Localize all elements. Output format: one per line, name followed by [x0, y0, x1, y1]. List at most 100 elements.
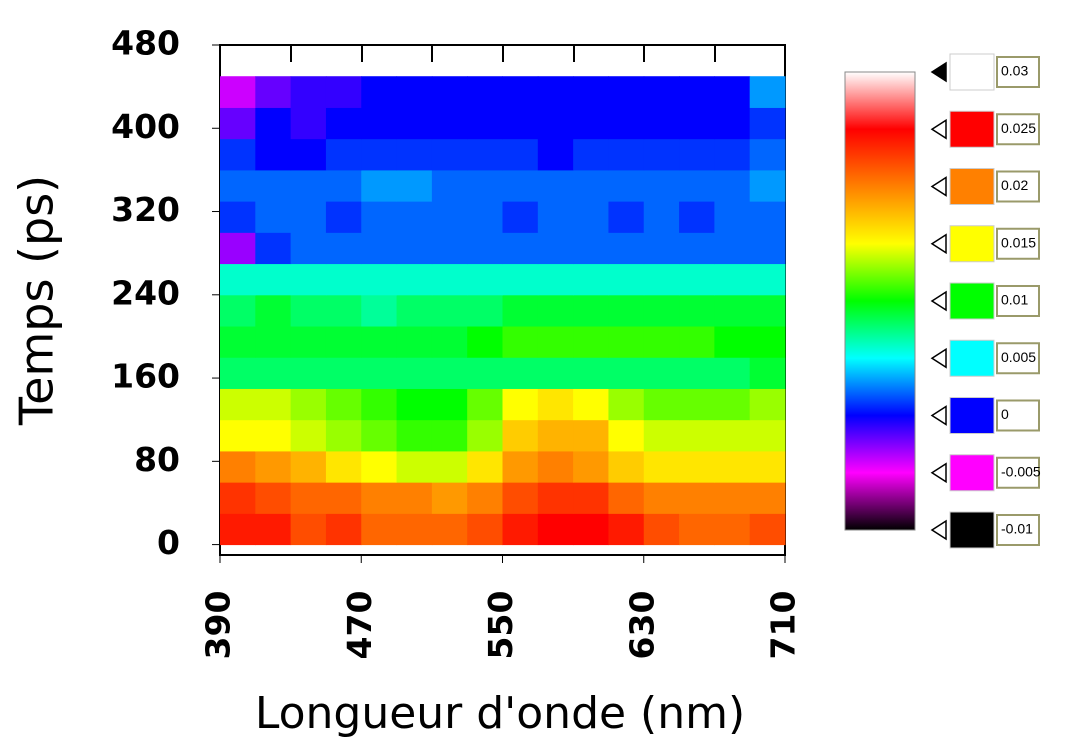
heatmap-cell [255, 138, 292, 171]
x-axis-label: Longueur d'onde (nm) [255, 688, 745, 739]
heatmap-cell [361, 326, 398, 358]
heatmap-cell [749, 450, 786, 483]
heatmap-cell [714, 169, 751, 202]
heatmap-cell [361, 294, 398, 327]
heatmap-cell [502, 201, 539, 233]
heatmap-cell [325, 450, 362, 483]
heatmap-cell [220, 450, 256, 483]
heatmap-cell [714, 263, 751, 296]
heatmap-cell [255, 107, 292, 140]
heatmap [220, 76, 786, 546]
heatmap-cell [431, 107, 468, 140]
heatmap-cell [431, 419, 468, 452]
heatmap-cell [255, 169, 292, 202]
level-box [996, 399, 1040, 432]
heatmap-cell [679, 201, 715, 233]
x-tick-label: 630 [622, 591, 661, 660]
heatmap-cell [220, 76, 256, 108]
level-arrow [930, 233, 947, 255]
heatmap-cell [643, 201, 680, 233]
heatmap-cell [537, 138, 574, 171]
heatmap-cell [573, 107, 609, 140]
heatmap-cell [325, 138, 362, 171]
level-box [996, 514, 1040, 546]
colorbar [844, 71, 916, 531]
level-arrow [930, 290, 947, 312]
heatmap-cell [396, 294, 433, 327]
heatmap-cell [502, 419, 539, 452]
heatmap-cell [290, 450, 327, 483]
heatmap-cell [361, 388, 398, 421]
heatmap-cell [467, 107, 503, 140]
heatmap-cell [220, 201, 256, 233]
heatmap-cell [679, 169, 715, 202]
heatmap-cell [361, 107, 398, 140]
heatmap-cell [220, 169, 256, 202]
heatmap-cell [679, 482, 715, 514]
x-tick-label: 550 [481, 591, 520, 660]
heatmap-cell [361, 357, 398, 389]
level-arrow [930, 61, 947, 83]
heatmap-cell [502, 107, 539, 140]
heatmap-cell [679, 450, 715, 483]
heatmap-cell [749, 513, 786, 546]
heatmap-cell [608, 294, 645, 327]
heatmap-cell [502, 388, 539, 421]
level-label: 0.025 [1001, 120, 1036, 136]
y-tick-label: 160 [111, 357, 180, 396]
heatmap-cell [573, 419, 609, 452]
heatmap-cell [679, 263, 715, 296]
level-arrow [930, 347, 947, 369]
level-swatch [949, 339, 995, 377]
heatmap-cell [502, 232, 539, 265]
heatmap-cell [537, 232, 574, 265]
heatmap-cell [537, 388, 574, 421]
heatmap-cell [467, 294, 503, 327]
heatmap-cell [220, 107, 256, 140]
heatmap-cell [608, 169, 645, 202]
heatmap-cell [361, 76, 398, 108]
level-box [996, 342, 1040, 375]
heatmap-cell [431, 263, 468, 296]
heatmap-cell [573, 482, 609, 514]
heatmap-cell [290, 201, 327, 233]
heatmap-cell [431, 450, 468, 483]
level-label: 0.01 [1001, 292, 1028, 308]
level-box [996, 113, 1040, 146]
heatmap-cell [325, 419, 362, 452]
heatmap-cell [290, 513, 327, 546]
heatmap-cell [255, 263, 292, 296]
heatmap-cell [714, 357, 751, 389]
heatmap-cell [255, 76, 292, 108]
heatmap-cell [325, 294, 362, 327]
y-tick-label: 0 [157, 523, 180, 562]
heatmap-cell [325, 232, 362, 265]
level-box [996, 170, 1040, 203]
x-tick-label: 710 [764, 591, 803, 660]
heatmap-cell [714, 326, 751, 358]
heatmap-cell [749, 294, 786, 327]
heatmap-cell [573, 138, 609, 171]
heatmap-cell [537, 326, 574, 358]
heatmap-cell [537, 482, 574, 514]
heatmap-cell [220, 138, 256, 171]
heatmap-cell [325, 482, 362, 514]
heatmap-cell [467, 357, 503, 389]
heatmap-cell [643, 357, 680, 389]
heatmap-cell [643, 169, 680, 202]
heatmap-cell [714, 419, 751, 452]
heatmap-cell [573, 357, 609, 389]
heatmap-cell [679, 76, 715, 108]
level-swatch [949, 511, 995, 549]
heatmap-cell [573, 201, 609, 233]
level-arrow [930, 176, 947, 197]
heatmap-cell [431, 513, 468, 546]
heatmap-cell [502, 263, 539, 296]
heatmap-cell [643, 513, 680, 546]
heatmap-cell [361, 513, 398, 546]
heatmap-cell [431, 482, 468, 514]
level-arrow [930, 118, 947, 140]
heatmap-cell [573, 76, 609, 108]
heatmap-cell [325, 263, 362, 296]
